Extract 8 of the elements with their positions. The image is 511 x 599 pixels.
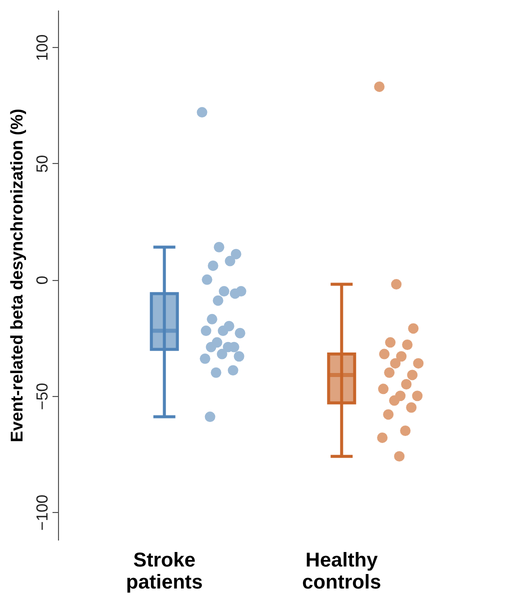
y-tick-label: −100	[34, 494, 52, 531]
x-tick-label: Healthy controls	[302, 550, 382, 594]
y-tick-label: 100	[34, 34, 52, 62]
y-tick-label: 0	[34, 276, 52, 285]
y-axis-title: Event-related beta desynchronization (%)	[8, 108, 26, 442]
x-tick-label: Stroke patients	[126, 550, 203, 594]
y-tick-label: 50	[34, 154, 52, 173]
y-tick-label: −50	[34, 382, 52, 410]
